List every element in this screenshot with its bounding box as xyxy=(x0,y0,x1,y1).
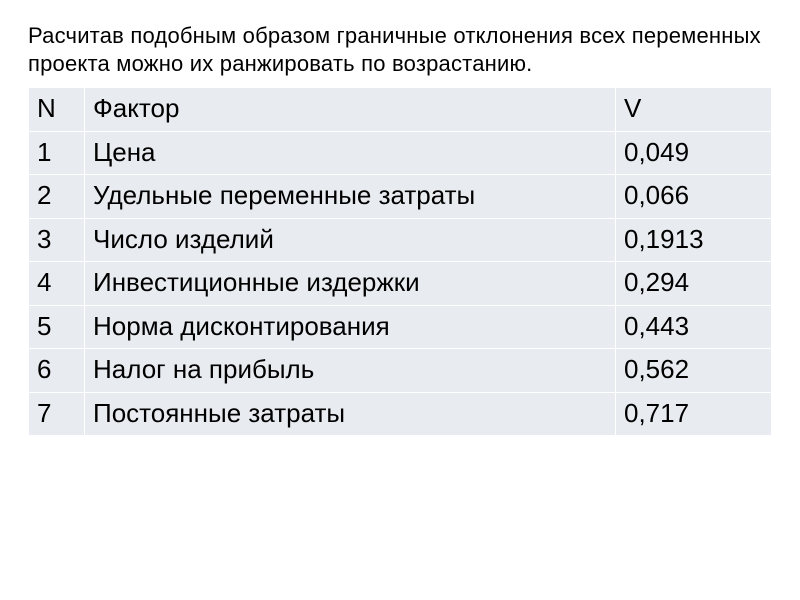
col-header-n: N xyxy=(29,88,85,132)
table-row: 2 Удельные переменные затраты 0,066 xyxy=(29,175,772,219)
cell-n: 7 xyxy=(29,392,85,436)
cell-n: 5 xyxy=(29,305,85,349)
cell-factor: Инвестиционные издержки xyxy=(85,262,616,306)
table-header-row: N Фактор V xyxy=(29,88,772,132)
cell-v: 0,717 xyxy=(616,392,772,436)
cell-v: 0,049 xyxy=(616,131,772,175)
intro-text: Расчитав подобным образом граничные откл… xyxy=(28,22,772,77)
col-header-v: V xyxy=(616,88,772,132)
cell-v: 0,066 xyxy=(616,175,772,219)
cell-n: 2 xyxy=(29,175,85,219)
cell-factor: Число изделий xyxy=(85,218,616,262)
page: Расчитав подобным образом граничные откл… xyxy=(0,0,800,436)
table-row: 1 Цена 0,049 xyxy=(29,131,772,175)
table-row: 4 Инвестиционные издержки 0,294 xyxy=(29,262,772,306)
table-row: 3 Число изделий 0,1913 xyxy=(29,218,772,262)
cell-v: 0,294 xyxy=(616,262,772,306)
cell-v: 0,443 xyxy=(616,305,772,349)
table-row: 5 Норма дисконтирования 0,443 xyxy=(29,305,772,349)
cell-n: 6 xyxy=(29,349,85,393)
cell-factor: Налог на прибыль xyxy=(85,349,616,393)
cell-n: 4 xyxy=(29,262,85,306)
table-row: 6 Налог на прибыль 0,562 xyxy=(29,349,772,393)
cell-factor: Цена xyxy=(85,131,616,175)
cell-v: 0,562 xyxy=(616,349,772,393)
cell-v: 0,1913 xyxy=(616,218,772,262)
factors-table: N Фактор V 1 Цена 0,049 2 Удельные перем… xyxy=(28,87,772,436)
cell-factor: Норма дисконтирования xyxy=(85,305,616,349)
cell-n: 1 xyxy=(29,131,85,175)
cell-factor: Удельные переменные затраты xyxy=(85,175,616,219)
col-header-factor: Фактор xyxy=(85,88,616,132)
cell-n: 3 xyxy=(29,218,85,262)
table-row: 7 Постоянные затраты 0,717 xyxy=(29,392,772,436)
cell-factor: Постоянные затраты xyxy=(85,392,616,436)
